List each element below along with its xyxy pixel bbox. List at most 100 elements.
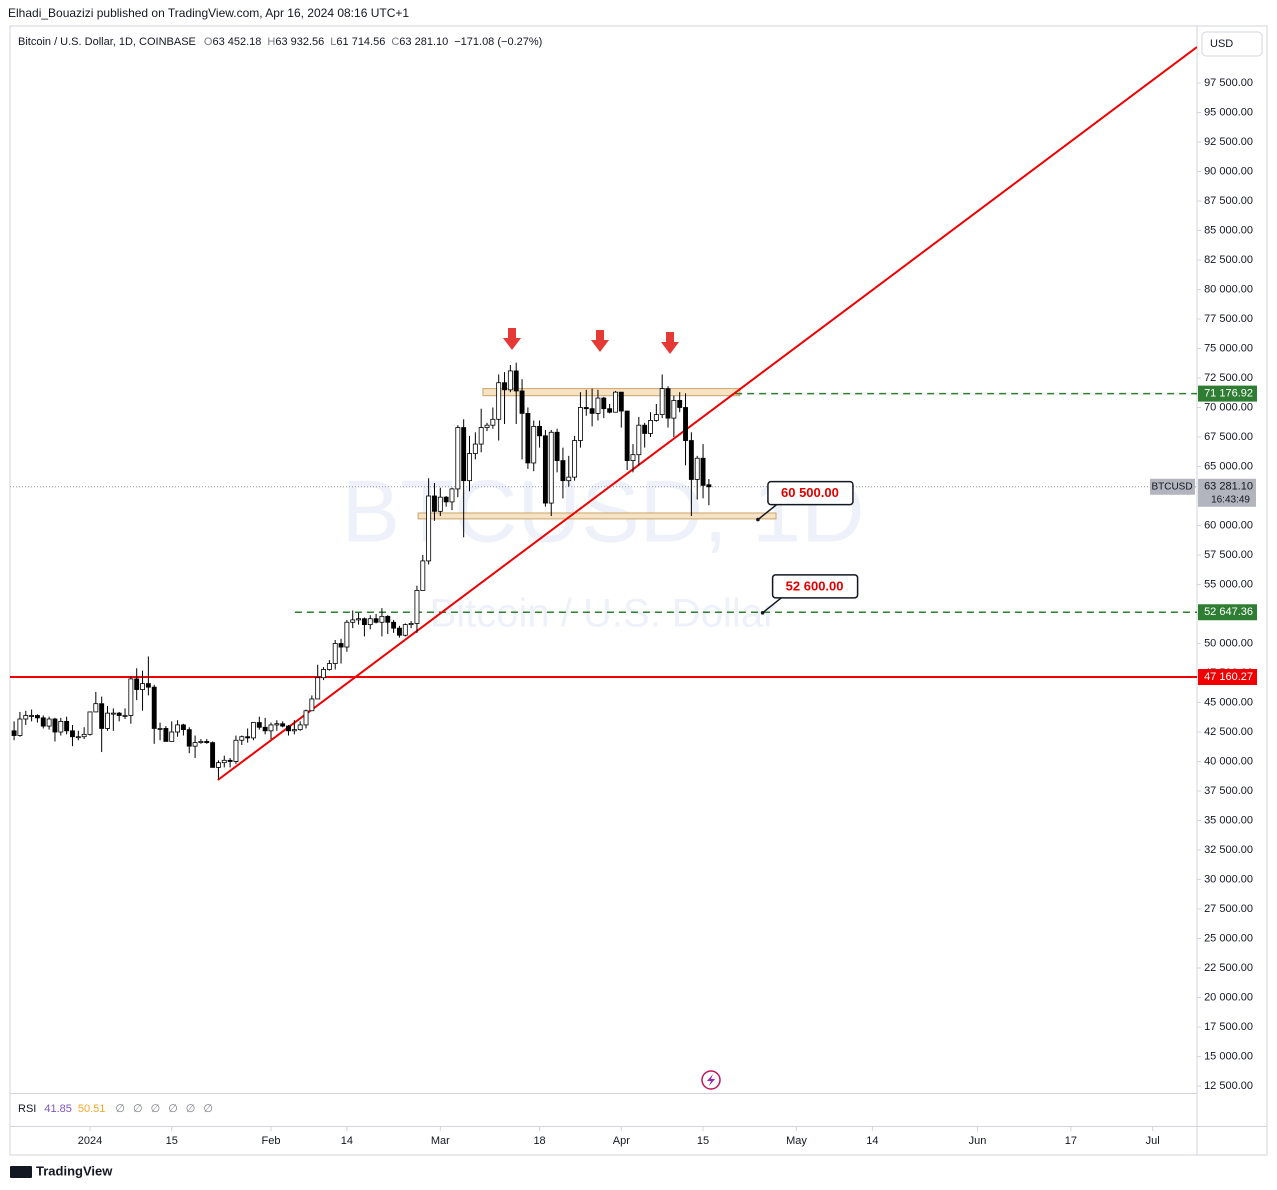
candle-body — [11, 730, 17, 736]
candle-body — [443, 496, 449, 503]
candle-body — [52, 718, 58, 733]
countdown: 16:43:49 — [1211, 494, 1250, 505]
candle-body — [560, 460, 566, 482]
candle-body — [379, 615, 385, 623]
candle-body — [677, 400, 683, 408]
candle-body — [432, 495, 437, 512]
x-tick-label: Apr — [613, 1135, 630, 1147]
candle-body — [116, 712, 122, 716]
candle-body — [332, 643, 338, 664]
candle-body — [274, 723, 280, 726]
candle-body — [449, 488, 455, 503]
candle-body — [648, 420, 653, 434]
callout-pointer — [762, 596, 784, 614]
candle-body — [385, 615, 391, 623]
h-value: 63 932.56 — [275, 36, 324, 48]
callout-anchor — [756, 517, 760, 522]
rsi-empty-marker: ∅ — [186, 1103, 196, 1115]
candle-body — [17, 718, 23, 736]
candle-body — [210, 742, 216, 768]
frame — [9, 25, 1268, 1156]
candle-body — [81, 733, 87, 738]
x-tick-label: 18 — [533, 1135, 545, 1147]
candle-body — [309, 698, 315, 712]
candle-body — [484, 424, 490, 428]
candle-body — [607, 408, 613, 413]
rsi-name: RSI — [18, 1103, 36, 1115]
candle-body — [169, 731, 175, 742]
y-tick-label: 85 000.00 — [1204, 224, 1253, 236]
candle-body — [414, 589, 420, 624]
currency-button[interactable] — [1201, 31, 1263, 57]
candle-body — [93, 703, 99, 713]
candle-body — [653, 414, 659, 421]
candle-body — [227, 759, 233, 762]
arrow — [591, 330, 609, 352]
x-tick-label: 17 — [1065, 1135, 1077, 1147]
candle-body — [408, 623, 414, 626]
candle-body — [204, 741, 210, 744]
rsi-empty-marker: ∅ — [203, 1103, 213, 1115]
candle-body — [630, 454, 636, 461]
y-tick-label: 87 500.00 — [1204, 195, 1253, 207]
candle-body — [490, 418, 496, 426]
y-tick-label: 80 000.00 — [1204, 283, 1253, 295]
candle-body — [461, 427, 467, 482]
candle-body — [151, 686, 157, 729]
candle-body — [624, 410, 630, 461]
y-tick-label: 15 000.00 — [1204, 1050, 1253, 1062]
candle-body — [595, 397, 601, 414]
y-tick-label: 20 000.00 — [1204, 991, 1253, 1003]
y-tick-label: 27 500.00 — [1204, 903, 1253, 915]
candle-body — [192, 742, 198, 747]
candle-body — [23, 715, 29, 720]
candle-body — [472, 443, 478, 454]
candle-body — [58, 720, 64, 733]
callout-box — [767, 480, 854, 506]
h-letter: H — [267, 36, 275, 48]
price-tag — [1198, 478, 1256, 507]
callout-label: 52 600.00 — [786, 578, 844, 593]
candle-body — [297, 724, 303, 731]
candle-body — [455, 427, 461, 490]
candle-body — [122, 715, 128, 717]
candle-body — [40, 717, 46, 727]
candle-body — [671, 400, 677, 419]
y-tick-label: 57 500.00 — [1204, 549, 1253, 561]
publisher: Elhadi_Bouazizi published on TradingView… — [8, 6, 409, 20]
candle-body — [145, 683, 151, 688]
y-tick-label: 30 000.00 — [1204, 873, 1253, 885]
x-tick-label: Feb — [262, 1135, 281, 1147]
legend: Bitcoin / U.S. Dollar, 1D, COINBASE O63 4… — [18, 36, 542, 48]
o-value: 63 452.18 — [212, 36, 261, 48]
y-tick-label: 45 000.00 — [1204, 696, 1253, 708]
candle-body — [642, 424, 648, 434]
candle-body — [636, 424, 642, 456]
symbol-tag — [1150, 478, 1195, 495]
level-tag — [1198, 669, 1257, 686]
candle-body — [467, 453, 472, 482]
candle-body — [706, 484, 712, 488]
y-tick-label: 75 000.00 — [1204, 342, 1253, 354]
y-tick-label: 77 500.00 — [1204, 313, 1253, 325]
candle-body — [105, 712, 110, 729]
candle-body — [46, 718, 52, 727]
level-tag — [1198, 604, 1257, 621]
y-tick-label: 22 500.00 — [1204, 962, 1253, 974]
level-label: 71 176.92 — [1204, 388, 1253, 400]
currency-label[interactable]: USD — [1210, 38, 1233, 50]
candle-body — [180, 724, 186, 731]
candle-body — [280, 723, 286, 727]
candle-body — [233, 739, 239, 762]
candle-body — [700, 457, 706, 486]
x-tick-label: 2024 — [78, 1135, 102, 1147]
y-tick-label: 65 000.00 — [1204, 460, 1253, 472]
callout-label: 60 500.00 — [781, 485, 839, 500]
candle-body — [286, 725, 291, 732]
candle-body — [110, 712, 116, 715]
candle-body — [583, 407, 589, 410]
candle-body — [262, 726, 268, 732]
candle-body — [326, 663, 332, 670]
